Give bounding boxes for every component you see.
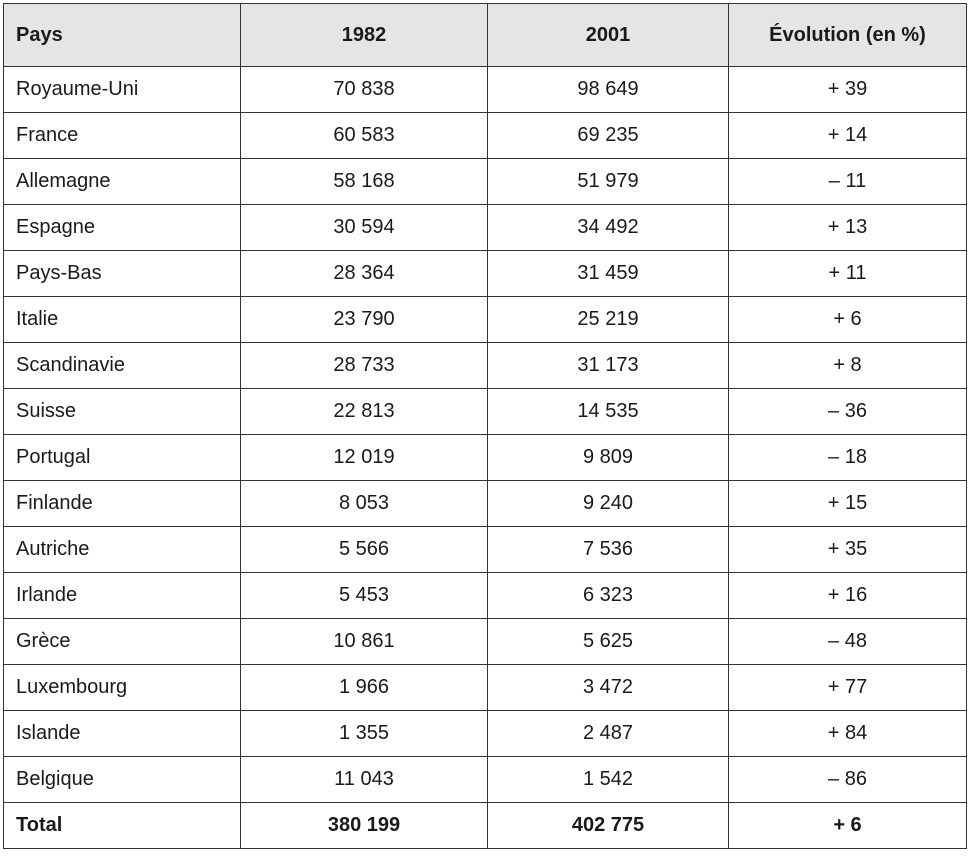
country-cell: Royaume-Uni xyxy=(3,66,241,113)
country-cell: Finlande xyxy=(3,480,241,527)
value-cell: 1 966 xyxy=(240,664,488,711)
value-cell: – 18 xyxy=(728,434,967,481)
total-cell: + 6 xyxy=(728,802,967,849)
header-cell: 1982 xyxy=(240,3,488,67)
value-cell: + 35 xyxy=(728,526,967,573)
value-cell: 1 355 xyxy=(240,710,488,757)
table-row: Suisse 22 813 14 535– 36 xyxy=(3,388,967,435)
country-cell: Autriche xyxy=(3,526,241,573)
data-table: Pays 1982 2001 Évolution (en %) Royaume-Uni… xyxy=(3,3,967,849)
header-cell: Évolution (en %) xyxy=(728,3,967,67)
value-cell: 6 323 xyxy=(487,572,729,619)
country-cell: Belgique xyxy=(3,756,241,803)
value-cell: 5 453 xyxy=(240,572,488,619)
country-cell: Irlande xyxy=(3,572,241,619)
value-cell: 28 733 xyxy=(240,342,488,389)
value-cell: 12 019 xyxy=(240,434,488,481)
value-cell: 5 566 xyxy=(240,526,488,573)
value-cell: 9 240 xyxy=(487,480,729,527)
value-cell: – 11 xyxy=(728,158,967,205)
table-row: Irlande 5 453 6 323 + 16 xyxy=(3,572,967,619)
value-cell: 60 583 xyxy=(240,112,488,159)
value-cell: 1 542 xyxy=(487,756,729,803)
value-cell: 7 536 xyxy=(487,526,729,573)
value-cell: 69 235 xyxy=(487,112,729,159)
country-cell: Italie xyxy=(3,296,241,343)
table-row: Royaume-Uni 70 838 98 649 + 39 xyxy=(3,66,967,113)
table-row: Italie 23 790 25 219 + 6 xyxy=(3,296,967,343)
header-cell: 2001 xyxy=(487,3,729,67)
value-cell: 98 649 xyxy=(487,66,729,113)
header-row: Pays 1982 2001 Évolution (en %) xyxy=(3,3,967,67)
value-cell: 31 173 xyxy=(487,342,729,389)
value-cell: 5 625 xyxy=(487,618,729,665)
table-row: Allemagne 58 168 51 979– 11 xyxy=(3,158,967,205)
value-cell: 25 219 xyxy=(487,296,729,343)
country-cell: Espagne xyxy=(3,204,241,251)
value-cell: + 16 xyxy=(728,572,967,619)
table-row: France 60 583 69 235 + 14 xyxy=(3,112,967,159)
table-row: Portugal 12 019 9 809– 18 xyxy=(3,434,967,481)
value-cell: 31 459 xyxy=(487,250,729,297)
value-cell: + 39 xyxy=(728,66,967,113)
table-row: Finlande 8 053 9 240 + 15 xyxy=(3,480,967,527)
value-cell: – 48 xyxy=(728,618,967,665)
value-cell: 14 535 xyxy=(487,388,729,435)
value-cell: 10 861 xyxy=(240,618,488,665)
table-row: Islande 1 355 2 487 + 84 xyxy=(3,710,967,757)
value-cell: + 84 xyxy=(728,710,967,757)
header-cell: Pays xyxy=(3,3,241,67)
table-row: Scandinavie 28 733 31 173 + 8 xyxy=(3,342,967,389)
country-cell: Portugal xyxy=(3,434,241,481)
total-row: Total 380 199 402 775 + 6 xyxy=(3,802,967,849)
value-cell: + 77 xyxy=(728,664,967,711)
value-cell: 70 838 xyxy=(240,66,488,113)
value-cell: 8 053 xyxy=(240,480,488,527)
table-body: Royaume-Uni 70 838 98 649 + 39 France 60 583 6… xyxy=(3,66,967,849)
total-cell: Total xyxy=(3,802,241,849)
value-cell: – 36 xyxy=(728,388,967,435)
table-row: Grèce 10 861 5 625– 48 xyxy=(3,618,967,665)
value-cell: 51 979 xyxy=(487,158,729,205)
table-row: Belgique 11 043 1 542– 86 xyxy=(3,756,967,803)
table-header: Pays 1982 2001 Évolution (en %) xyxy=(3,3,967,67)
table-row: Pays-Bas 28 364 31 459 + 11 xyxy=(3,250,967,297)
country-cell: Pays-Bas xyxy=(3,250,241,297)
value-cell: + 13 xyxy=(728,204,967,251)
total-cell: 402 775 xyxy=(487,802,729,849)
value-cell: 2 487 xyxy=(487,710,729,757)
value-cell: 22 813 xyxy=(240,388,488,435)
value-cell: 23 790 xyxy=(240,296,488,343)
table-container: Pays 1982 2001 Évolution (en %) Royaume-Uni… xyxy=(3,3,967,849)
country-cell: Suisse xyxy=(3,388,241,435)
total-cell: 380 199 xyxy=(240,802,488,849)
value-cell: 58 168 xyxy=(240,158,488,205)
table-row: Espagne 30 594 34 492 + 13 xyxy=(3,204,967,251)
value-cell: 11 043 xyxy=(240,756,488,803)
table-row: Luxembourg 1 966 3 472 + 77 xyxy=(3,664,967,711)
value-cell: + 15 xyxy=(728,480,967,527)
value-cell: + 6 xyxy=(728,296,967,343)
value-cell: 30 594 xyxy=(240,204,488,251)
country-cell: France xyxy=(3,112,241,159)
value-cell: + 11 xyxy=(728,250,967,297)
value-cell: – 86 xyxy=(728,756,967,803)
country-cell: Scandinavie xyxy=(3,342,241,389)
country-cell: Luxembourg xyxy=(3,664,241,711)
value-cell: 34 492 xyxy=(487,204,729,251)
table-row: Autriche 5 566 7 536 + 35 xyxy=(3,526,967,573)
country-cell: Allemagne xyxy=(3,158,241,205)
value-cell: 3 472 xyxy=(487,664,729,711)
country-cell: Grèce xyxy=(3,618,241,665)
country-cell: Islande xyxy=(3,710,241,757)
value-cell: + 8 xyxy=(728,342,967,389)
value-cell: 9 809 xyxy=(487,434,729,481)
value-cell: + 14 xyxy=(728,112,967,159)
value-cell: 28 364 xyxy=(240,250,488,297)
